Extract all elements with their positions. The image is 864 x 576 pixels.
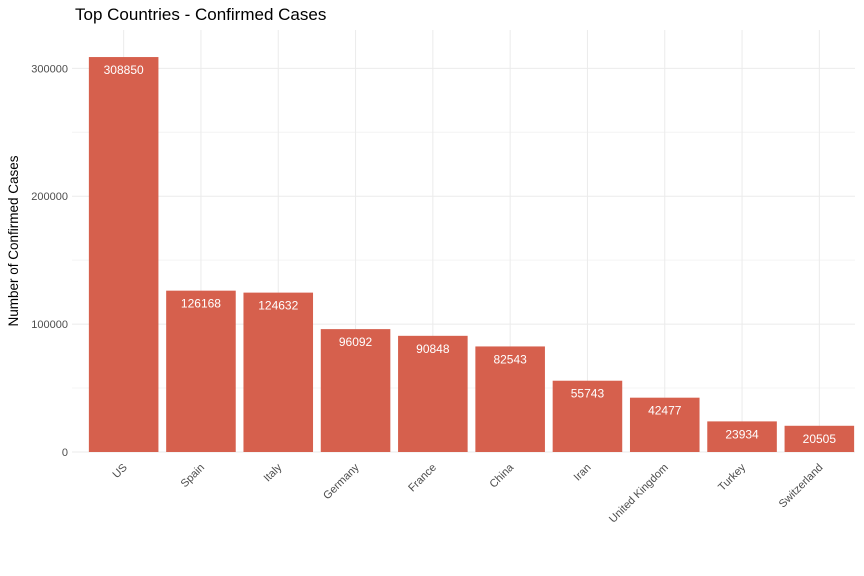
x-tick-label: Switzerland — [777, 462, 826, 511]
bar — [398, 335, 468, 452]
bar-value-label: 20505 — [803, 432, 837, 446]
bar — [88, 57, 159, 453]
y-tick-label: 200000 — [31, 191, 68, 203]
x-tick-label: Spain — [179, 462, 207, 490]
bars — [88, 57, 855, 453]
bar-value-label: 23934 — [725, 427, 759, 441]
x-tick-label: United Kingdom — [607, 462, 671, 526]
bar — [320, 329, 391, 452]
x-tick-label: Italy — [262, 461, 285, 484]
bar-value-label: 42477 — [648, 404, 682, 418]
x-tick-label: US — [110, 462, 129, 481]
bar — [475, 346, 545, 452]
x-axis-ticks: US Spain Italy Germany France China Iran United… — [110, 461, 825, 525]
bar — [243, 292, 314, 452]
bar-value-label: 90848 — [416, 342, 450, 356]
bar-labels: 308850 126168 124632 96092 90848 82543 55743 42… — [104, 63, 837, 446]
bar-value-label: 55743 — [571, 387, 605, 401]
y-axis-title: Number of Confirmed Cases — [6, 155, 21, 326]
bar — [707, 421, 777, 452]
x-tick-label: Turkey — [716, 461, 748, 493]
bar-value-label: 126168 — [181, 297, 221, 311]
bar — [629, 397, 700, 452]
x-tick-label: Germany — [321, 461, 362, 502]
bar-value-label: 96092 — [339, 335, 373, 349]
bar-value-label: 124632 — [258, 299, 298, 313]
x-tick-label: China — [487, 461, 516, 490]
x-tick-label: France — [406, 462, 439, 495]
bar — [552, 380, 623, 452]
y-tick-label: 100000 — [31, 319, 68, 331]
y-axis-ticks: 0 100000 200000 300000 — [31, 63, 68, 459]
x-tick-label: Iran — [572, 462, 594, 484]
bar-value-label: 82543 — [493, 352, 527, 366]
bar — [784, 425, 855, 452]
chart-title: Top Countries - Confirmed Cases — [75, 5, 327, 24]
bar — [166, 290, 236, 452]
y-tick-label: 300000 — [31, 63, 68, 75]
bar-value-label: 308850 — [104, 63, 144, 77]
y-tick-label: 0 — [62, 447, 68, 459]
